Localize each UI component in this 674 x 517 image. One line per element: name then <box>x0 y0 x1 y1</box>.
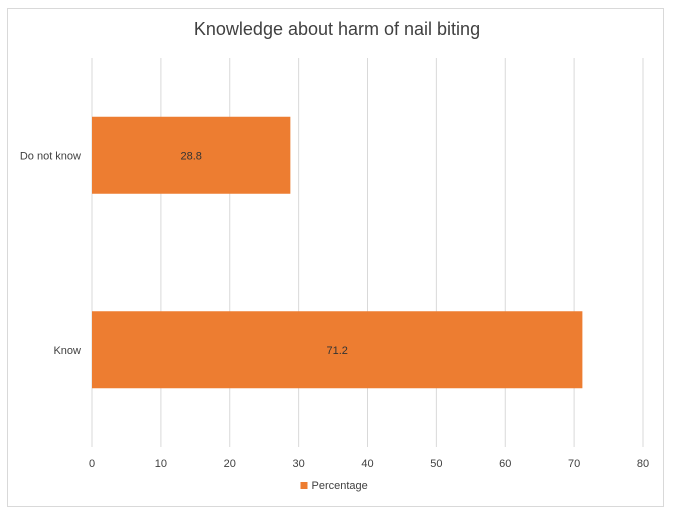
x-tick-label: 60 <box>499 458 511 470</box>
chart-frame <box>7 8 664 507</box>
x-tick-label: 0 <box>89 458 95 470</box>
data-label: 71.2 <box>326 345 347 357</box>
x-tick-label: 70 <box>568 458 580 470</box>
legend-label: Percentage <box>312 480 368 492</box>
x-tick-label: 10 <box>155 458 167 470</box>
x-tick-labels: 0 10 20 30 40 50 60 70 80 <box>89 458 649 470</box>
bars: 28.8 71.2 <box>92 116 583 389</box>
gridlines <box>91 58 644 447</box>
bar <box>92 311 583 389</box>
bar <box>92 116 291 194</box>
x-tick-label: 50 <box>430 458 442 470</box>
x-tick-label: 30 <box>293 458 305 470</box>
x-tick-label: 80 <box>637 458 649 470</box>
legend: Percentage <box>300 480 368 492</box>
data-label: 28.8 <box>180 150 201 162</box>
category-label: Do not know <box>20 150 81 162</box>
category-labels: Do not know Know <box>20 150 81 357</box>
chart-title: Knowledge about harm of nail biting <box>193 19 481 39</box>
x-tick-label: 40 <box>361 458 373 470</box>
legend-swatch <box>300 482 308 489</box>
category-label: Know <box>53 345 81 357</box>
x-tick-label: 20 <box>224 458 236 470</box>
